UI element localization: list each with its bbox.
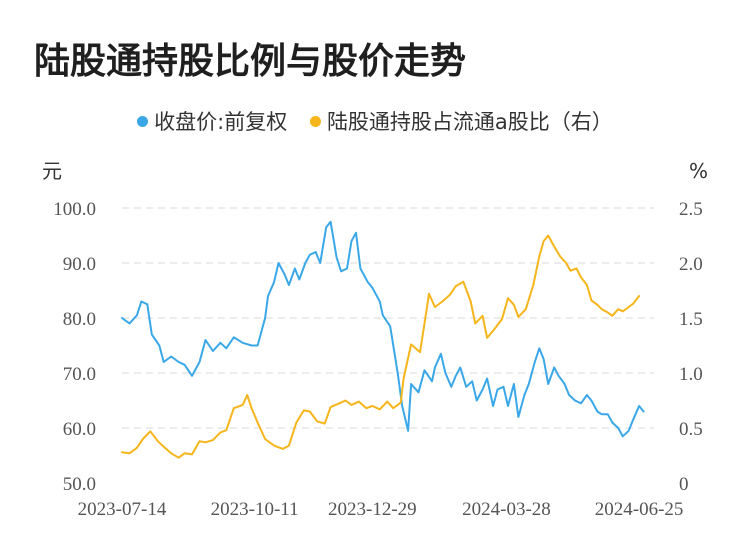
y-right-tick-label: 2.0 bbox=[679, 254, 703, 275]
x-tick-label: 2023-10-11 bbox=[211, 499, 299, 520]
price-line bbox=[121, 220, 645, 438]
y-right-tick-label: 0.5 bbox=[679, 419, 703, 440]
legend-label-ratio: 陆股通持股占流通a股比（右） bbox=[326, 110, 613, 134]
y-right-tick-label: 2.5 bbox=[679, 199, 703, 220]
legend-item-price[interactable]: 收盘价:前复权 bbox=[137, 106, 287, 136]
legend-item-ratio[interactable]: 陆股通持股占流通a股比（右） bbox=[309, 106, 613, 136]
x-tick-label: 2023-12-29 bbox=[328, 499, 417, 520]
legend-marker-price bbox=[137, 116, 149, 127]
y-right-tick-label: 0 bbox=[679, 474, 689, 495]
legend-label-price: 收盘价:前复权 bbox=[154, 110, 288, 134]
y-left-tick-label: 100.0 bbox=[53, 199, 96, 220]
chart-title: 陆股通持股比例与股价走势 bbox=[34, 41, 467, 82]
y-left-tick-label: 90.0 bbox=[63, 254, 96, 275]
y-left-tick-label: 50.0 bbox=[63, 474, 96, 495]
y-left-tick-label: 70.0 bbox=[63, 364, 96, 385]
x-ticks: 2023-07-14 2023-10-11 2023-12-29 2024-03-28… bbox=[78, 499, 684, 520]
y-right-ticks: 2.5 2.0 1.5 1.0 0.5 0 bbox=[679, 199, 703, 495]
holding-ratio-line bbox=[121, 234, 641, 459]
legend-marker-ratio bbox=[309, 116, 321, 127]
y-left-tick-label: 60.0 bbox=[63, 419, 96, 440]
x-tick-label: 2024-03-28 bbox=[462, 499, 551, 520]
y-right-tick-label: 1.0 bbox=[679, 364, 703, 385]
x-tick-label: 2024-06-25 bbox=[595, 499, 684, 520]
y-right-unit: % bbox=[689, 159, 708, 183]
y-left-tick-label: 80.0 bbox=[63, 309, 96, 330]
x-tick-label: 2023-07-14 bbox=[78, 499, 167, 520]
grid-lines bbox=[122, 207, 654, 429]
series-lines bbox=[121, 220, 645, 459]
y-left-unit: 元 bbox=[42, 159, 62, 183]
y-left-ticks: 100.0 90.0 80.0 70.0 60.0 50.0 bbox=[53, 199, 96, 495]
y-right-tick-label: 1.5 bbox=[679, 309, 703, 330]
chart-legend: 收盘价:前复权 陆股通持股占流通a股比（右） bbox=[0, 106, 750, 136]
